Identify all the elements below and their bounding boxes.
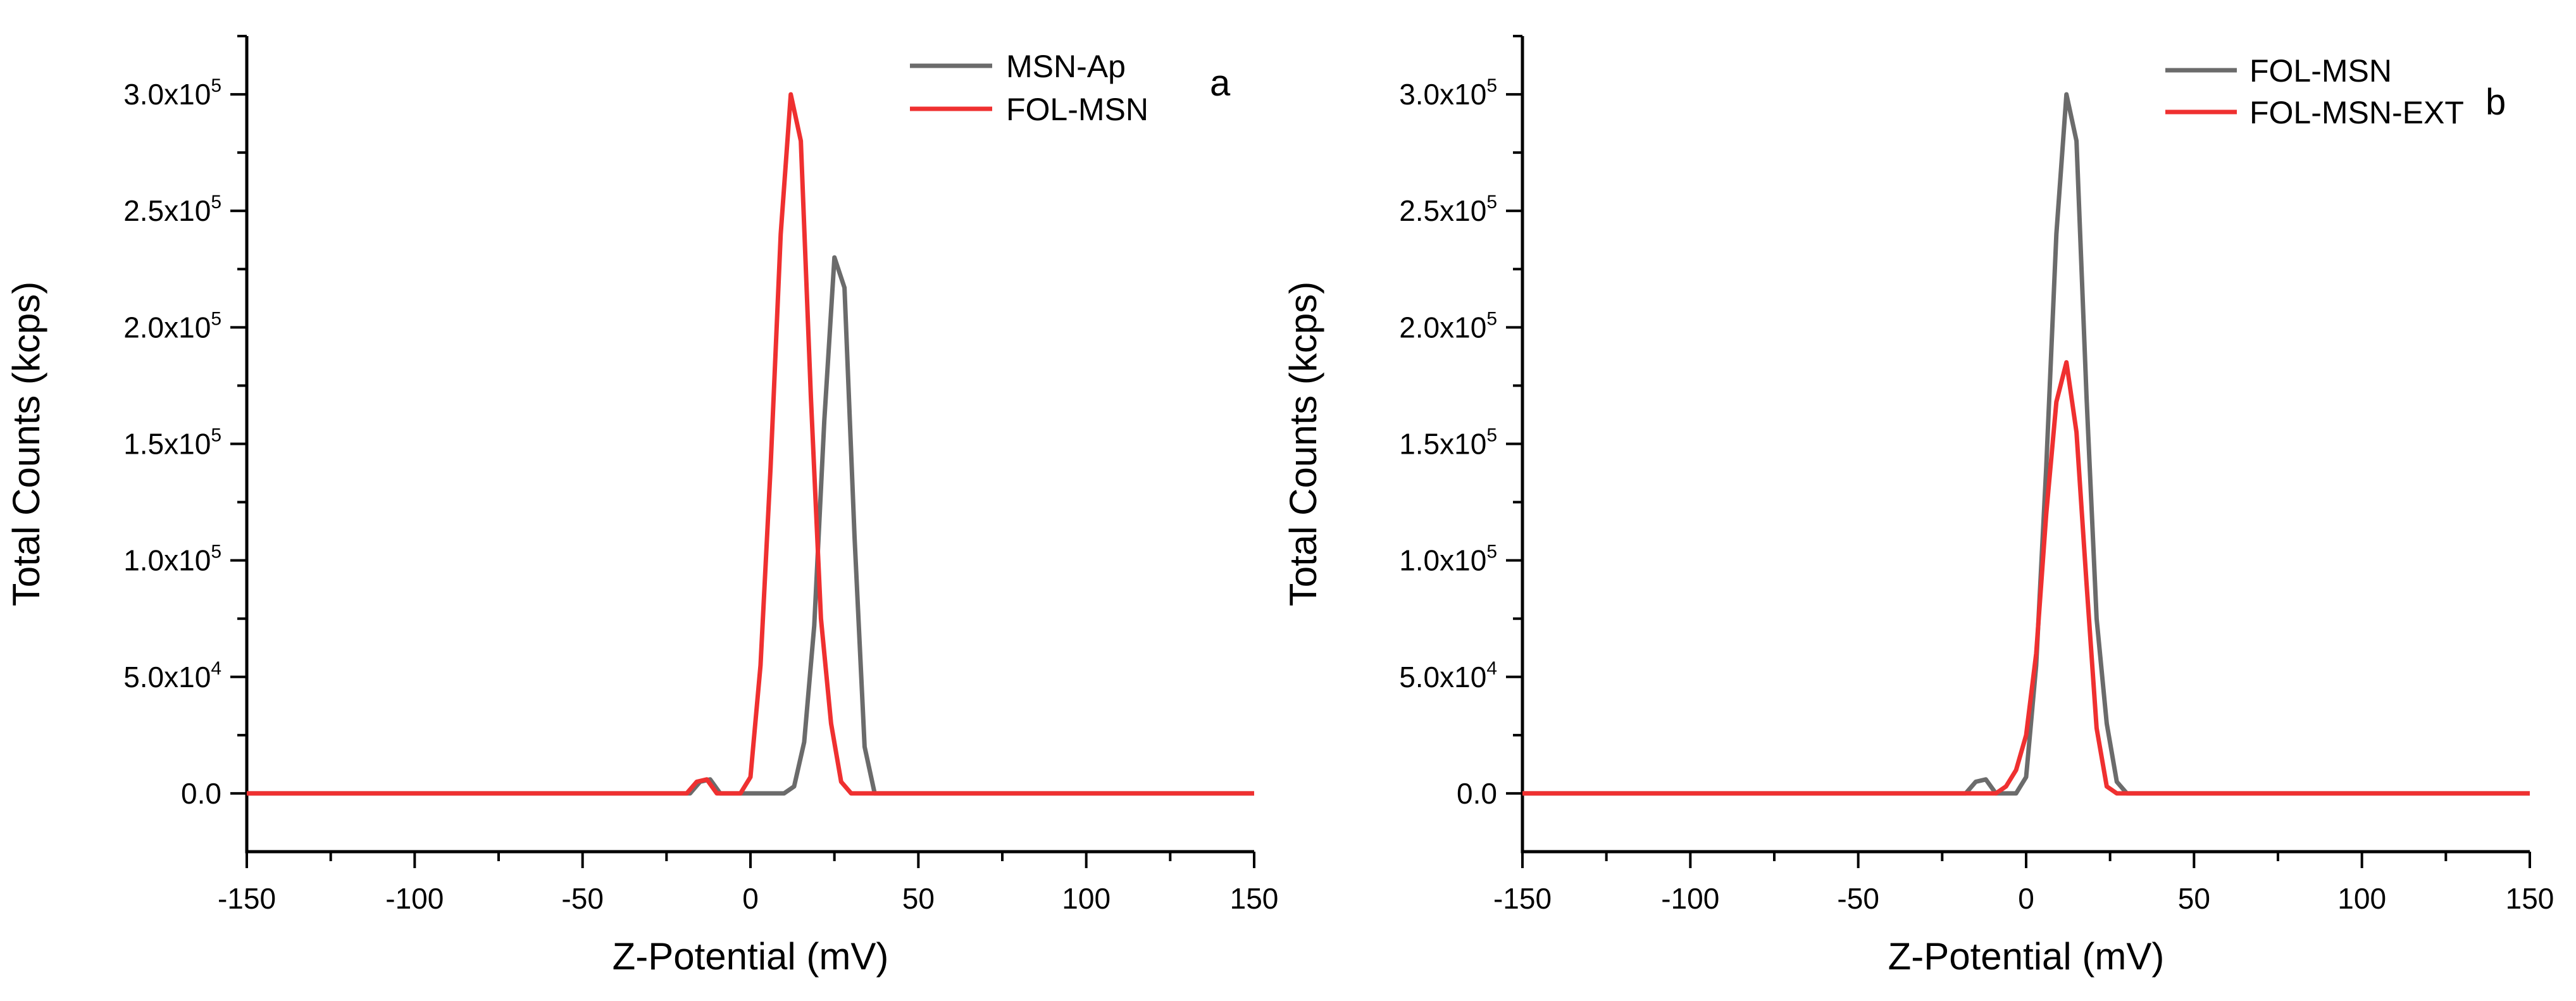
series-line-fol-msn — [247, 92, 1254, 796]
x-tick-label: -150 — [1493, 882, 1552, 915]
x-tick-label: 100 — [2337, 882, 2386, 915]
y-tick-label: 2.5x105 — [123, 192, 221, 227]
x-tick-label: -50 — [561, 882, 603, 915]
y-tick-label: 2.0x105 — [123, 308, 221, 344]
series-line-msn-ap — [247, 255, 1254, 796]
legend-label: FOL-MSN — [2249, 53, 2392, 89]
x-tick-label: 100 — [1062, 882, 1111, 915]
panel-letter: b — [2486, 82, 2506, 123]
x-tick-label: 50 — [2178, 882, 2210, 915]
y-axis-title: Total Counts (kcps) — [1282, 282, 1324, 607]
x-tick-label: -100 — [1661, 882, 1719, 915]
x-axis-title: Z-Potential (mV) — [613, 935, 889, 978]
y-tick-label: 0.0 — [1457, 777, 1497, 810]
x-tick-label: -150 — [218, 882, 276, 915]
x-tick-label: 50 — [902, 882, 935, 915]
x-tick-label: 150 — [2506, 882, 2554, 915]
y-tick-label: 1.5x105 — [1399, 425, 1497, 461]
x-tick-label: 150 — [1230, 882, 1279, 915]
y-tick-label: 1.5x105 — [123, 425, 221, 461]
y-tick-label: 5.0x104 — [1399, 658, 1497, 693]
y-tick-label: 0.0 — [181, 777, 221, 810]
series-line-fol-msn — [1522, 92, 2530, 796]
x-axis-title: Z-Potential (mV) — [1888, 935, 2165, 978]
series-line-fol-msn-ext — [1522, 360, 2530, 796]
x-tick-label: 0 — [742, 882, 759, 915]
chart-panel-b: -150 -100 -50 0 50 100 150 0.0 5.0x104 1.0x105 1.5… — [1282, 35, 2554, 978]
y-axis-title: Total Counts (kcps) — [5, 282, 47, 607]
y-tick-label: 2.0x105 — [1399, 308, 1497, 344]
y-tick-label: 3.0x105 — [123, 75, 221, 111]
y-tick-label: 3.0x105 — [1399, 75, 1497, 111]
y-tick-label: 2.5x105 — [1399, 192, 1497, 227]
x-tick-label: -50 — [1837, 882, 1879, 915]
chart-panel-a: -150 -100 -50 0 50 100 150 0.0 5.0x104 1.0x105 1.5… — [5, 35, 1279, 978]
y-tick-label: 1.0x105 — [123, 542, 221, 577]
legend-label: MSN-Ap — [1006, 49, 1126, 84]
legend-label: FOL-MSN — [1006, 92, 1148, 127]
panel-letter: a — [1210, 63, 1231, 104]
x-tick-label: 0 — [2018, 882, 2034, 915]
y-tick-label: 5.0x104 — [123, 658, 221, 693]
x-tick-label: -100 — [385, 882, 444, 915]
y-tick-label: 1.0x105 — [1399, 542, 1497, 577]
legend-label: FOL-MSN-EXT — [2249, 95, 2464, 130]
